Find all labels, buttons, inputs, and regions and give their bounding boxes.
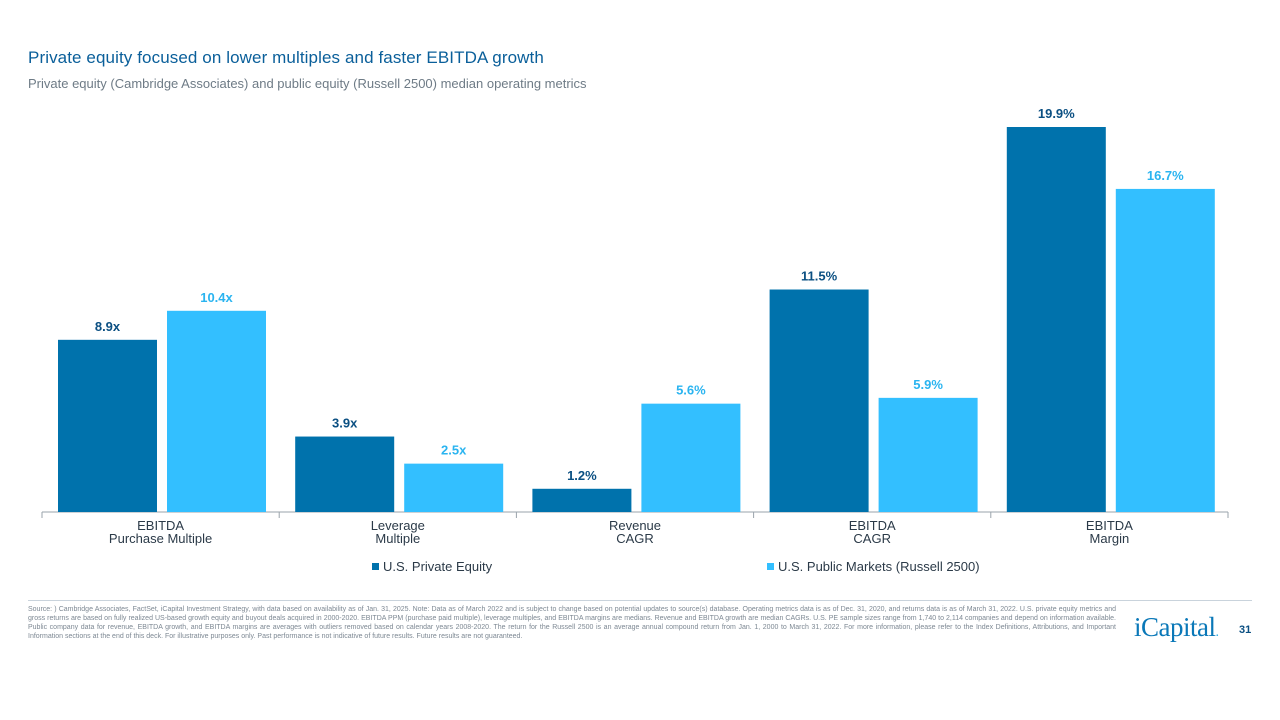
data-label: 11.5%: [801, 269, 838, 284]
legend-label: U.S. Private Equity: [383, 559, 493, 574]
bar: [641, 403, 741, 512]
data-label: 2.5x: [441, 443, 467, 458]
data-label: 16.7%: [1147, 168, 1184, 183]
logo-dot: .: [1215, 625, 1219, 640]
category-label: CAGR: [616, 531, 654, 546]
bar: [1115, 188, 1215, 512]
bar: [878, 397, 978, 512]
data-label: 19.9%: [1038, 106, 1075, 121]
bar: [58, 339, 157, 512]
bar: [167, 310, 266, 512]
category-label: CAGR: [853, 531, 891, 546]
category-label: Revenue: [609, 518, 661, 533]
bar: [1006, 127, 1106, 512]
legend-label: U.S. Public Markets (Russell 2500): [778, 559, 980, 574]
bar: [532, 488, 632, 512]
source-note: Source: ) Cambridge Associates, FactSet,…: [28, 606, 1116, 640]
bar: [769, 289, 869, 512]
icapital-logo: iCapital.: [1134, 612, 1219, 643]
data-label: 1.2%: [567, 468, 597, 483]
category-label: EBITDA: [137, 518, 184, 533]
page-number: 31: [1239, 624, 1252, 636]
logo-text: iCapital: [1134, 612, 1216, 642]
category-label: Multiple: [375, 531, 420, 546]
legend-swatch: [372, 563, 379, 570]
category-label: Purchase Multiple: [109, 531, 212, 546]
category-label: Margin: [1090, 531, 1130, 546]
data-label: 8.9x: [95, 319, 121, 334]
data-label: 3.9x: [332, 416, 358, 431]
bar: [295, 436, 395, 512]
page-title: Private equity focused on lower multiple…: [28, 48, 544, 67]
data-label: 10.4x: [200, 290, 233, 305]
legend-swatch: [767, 563, 774, 570]
category-label: EBITDA: [849, 518, 896, 533]
footer-divider: [28, 600, 1252, 601]
data-label: 5.6%: [676, 383, 706, 398]
page-subtitle: Private equity (Cambridge Associates) an…: [28, 76, 587, 91]
data-label: 5.9%: [913, 377, 943, 392]
category-label: EBITDA: [1086, 518, 1133, 533]
category-label: Leverage: [371, 518, 425, 533]
bar: [404, 463, 504, 512]
